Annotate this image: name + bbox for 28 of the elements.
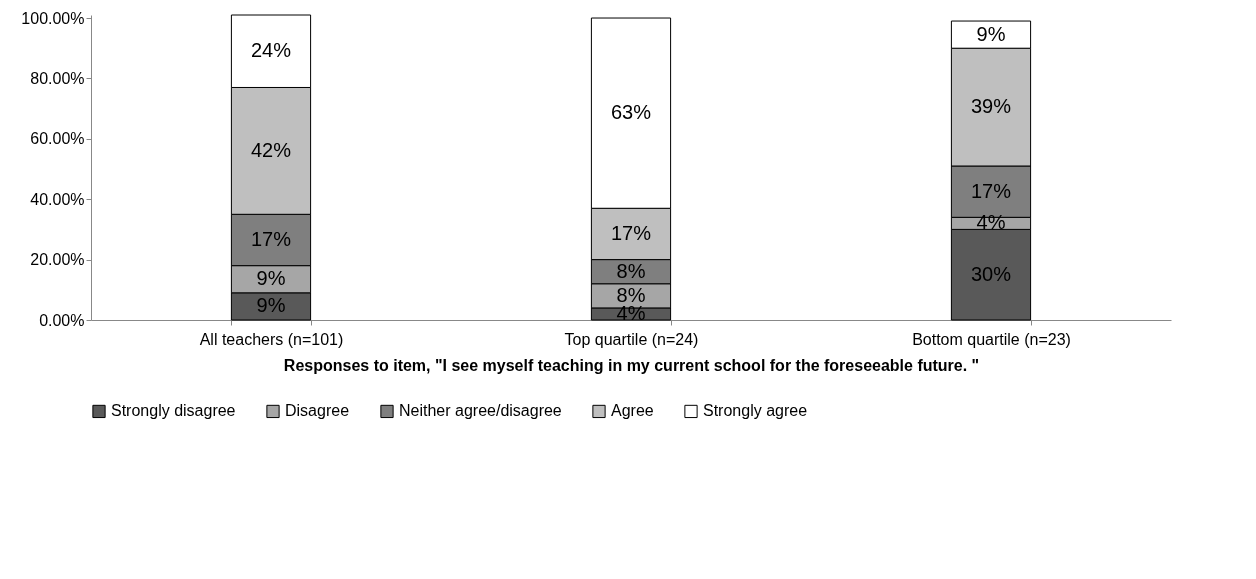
- data-label: 9%: [256, 294, 286, 317]
- legend-label: Strongly agree: [703, 402, 808, 420]
- data-label: 42%: [250, 138, 292, 161]
- y-tick-label: 80.00%: [30, 69, 85, 87]
- data-label: 17%: [970, 179, 1012, 202]
- data-label: 9%: [256, 267, 286, 290]
- data-label: 17%: [250, 227, 292, 250]
- data-label: 63%: [610, 101, 652, 124]
- data-label: 30%: [970, 262, 1012, 285]
- x-axis-title: Responses to item, "I see myself teaching in my current school for the foreseeable future. ": [283, 356, 980, 374]
- y-tick-label: 60.00%: [30, 130, 85, 148]
- y-tick-label: 40.00%: [30, 190, 85, 208]
- x-tick-label: Top quartile (n=24): [564, 330, 699, 348]
- y-tick-label: 20.00%: [30, 251, 85, 269]
- x-tick-label: All teachers (n=101): [199, 330, 344, 348]
- data-label: 39%: [970, 95, 1012, 118]
- legend-label: Disagree: [285, 402, 350, 420]
- y-tick-label: 100.00%: [21, 9, 85, 27]
- legend-label: Agree: [611, 402, 654, 420]
- data-label: 8%: [616, 259, 646, 282]
- legend-label: Strongly disagree: [111, 402, 236, 420]
- data-label: 17%: [610, 221, 652, 244]
- data-label: 24%: [250, 39, 292, 62]
- legend-label: Neither agree/disagree: [399, 402, 562, 420]
- x-tick-label: Bottom quartile (n=23): [912, 330, 1071, 348]
- data-label: 4%: [976, 211, 1006, 234]
- y-tick-label: 0.00%: [39, 311, 85, 329]
- data-label: 9%: [976, 22, 1006, 45]
